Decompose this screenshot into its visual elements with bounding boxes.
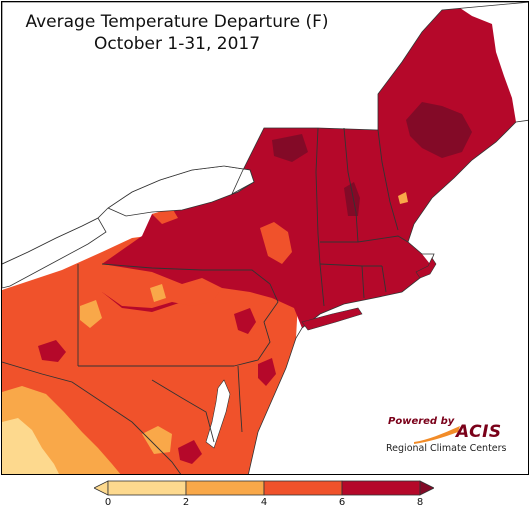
map-subtitle-date-range: October 1-31, 2017 (93, 34, 261, 54)
legend-bin-2-4 (185, 480, 265, 496)
legend-tick-8: 8 (416, 497, 424, 508)
region-gt8-maine (406, 102, 472, 158)
legend-bin-4-6 (263, 480, 343, 496)
ny-vt-border (315, 127, 321, 265)
ny-pa-border (101, 263, 271, 285)
region-4-6-ny-west (152, 208, 178, 224)
cape-cod (415, 257, 437, 279)
region-2-4-pa-west (80, 300, 102, 328)
map-frame (1, 1, 529, 475)
acis-logo: Powered by ACIS Regional Climate Centers (384, 414, 516, 458)
md-va-border (151, 379, 215, 443)
state-borders (2, 127, 409, 474)
legend-colorbar (94, 480, 434, 496)
nh-me-border (377, 129, 399, 231)
temperature-departure-map (2, 2, 528, 474)
color-legend: 0 2 4 6 8 (94, 480, 434, 510)
legend-bin-6-8 (341, 480, 421, 496)
canada-ontario (2, 2, 528, 265)
wv-va-border (2, 361, 182, 474)
region-2-4-va-east (142, 426, 172, 454)
pa-nj-border (233, 283, 279, 367)
legend-tick-2: 2 (182, 497, 190, 508)
ny-ct-border (319, 263, 325, 307)
chesapeake-bay (205, 379, 231, 449)
legend-tick-0: 0 (104, 497, 112, 508)
map-title: Average Temperature Departure (F) (25, 12, 329, 32)
legend-bin-0-2 (107, 480, 187, 496)
de-md-border (237, 365, 243, 433)
region-0-2-southwest (2, 418, 59, 474)
region-2-4-pa-mid (150, 284, 166, 302)
legend-tick-4: 4 (260, 497, 268, 508)
region-gt8-vermont (344, 182, 360, 216)
region-6-8-va (178, 440, 202, 464)
legend-tick-6: 6 (338, 497, 346, 508)
long-island (301, 307, 363, 331)
legend-arrow-right (419, 480, 434, 496)
ri-east-border (381, 265, 387, 293)
region-6-8-nj (258, 358, 276, 386)
ma-north-border (320, 235, 409, 243)
powered-by-label: Powered by (388, 416, 455, 427)
region-gt8-adk (272, 134, 308, 162)
legend-arrow-left (94, 480, 109, 496)
vt-nh-border (343, 127, 359, 243)
region-6-8-north (102, 8, 516, 328)
region-6-8-wv (38, 340, 66, 362)
region-6-8-pa-east (234, 308, 256, 334)
acis-wordmark: ACIS (456, 422, 502, 442)
region-2-4-maine-coast (398, 192, 408, 204)
region-4-6-ny (260, 222, 292, 264)
ct-ri-border (361, 265, 365, 299)
regional-climate-centers-label: Regional Climate Centers (386, 443, 507, 454)
acis-swoosh-icon (414, 426, 460, 444)
